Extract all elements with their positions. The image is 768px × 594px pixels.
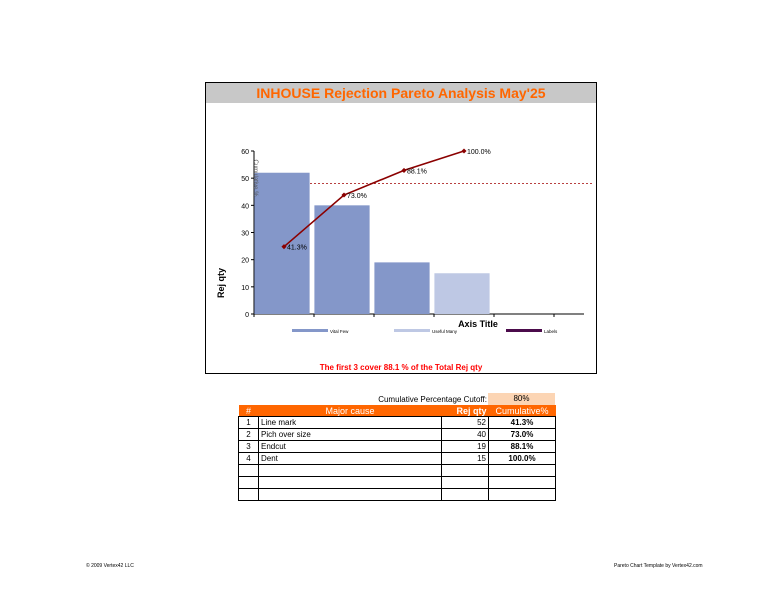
y-tick-label: 30: [241, 231, 249, 238]
table-row: [238, 476, 556, 489]
header-cause: Major cause: [258, 405, 442, 417]
causes-table: # Major cause Rej qty Cumulative% 1 Line …: [238, 405, 556, 501]
bar-4: [434, 273, 490, 314]
row-number[interactable]: 2: [238, 428, 259, 441]
row-qty[interactable]: [441, 476, 489, 489]
cumulative-label: 73.0%: [347, 193, 367, 200]
row-number[interactable]: [238, 476, 259, 489]
cumulative-point: [281, 244, 287, 250]
y-tick-label: 60: [241, 149, 249, 156]
row-qty[interactable]: 40: [441, 428, 489, 441]
table-row: 3 Endcut 19 88.1%: [238, 440, 556, 453]
x-axis-title: Axis Title: [458, 319, 498, 329]
row-number[interactable]: [238, 488, 259, 501]
row-cause[interactable]: Line mark: [258, 416, 442, 429]
legend-label: Vital Few: [330, 329, 349, 334]
y-tick-label: 10: [241, 285, 249, 292]
cutoff-value[interactable]: 80%: [488, 393, 555, 405]
legend-label: Labels: [544, 329, 558, 334]
header-qty: Rej qty: [441, 405, 489, 417]
row-cumulative[interactable]: 41.3%: [488, 416, 556, 429]
row-number[interactable]: 4: [238, 452, 259, 465]
chart-title: INHOUSE Rejection Pareto Analysis May'25: [206, 83, 596, 103]
header-num: #: [238, 405, 259, 417]
row-qty[interactable]: 15: [441, 452, 489, 465]
row-qty[interactable]: [441, 464, 489, 477]
cumulative-label: 88.1%: [407, 168, 427, 175]
row-number[interactable]: 3: [238, 440, 259, 453]
legend-swatch: [506, 329, 542, 332]
legend-swatch: [292, 329, 328, 332]
y-tick-label: 0: [245, 312, 249, 319]
row-cumulative[interactable]: [488, 476, 556, 489]
y-tick-label: 20: [241, 258, 249, 265]
row-cause[interactable]: Dent: [258, 452, 442, 465]
chart-footnote: The first 3 cover 88.1 % of the Total Re…: [319, 363, 483, 372]
cumulative-label: 100.0%: [467, 149, 491, 156]
table-row: 4 Dent 15 100.0%: [238, 452, 556, 465]
footer-credit: Pareto Chart Template by Vertex42.com: [614, 563, 703, 569]
legend-swatch: [394, 329, 430, 332]
bar-1: [254, 172, 310, 314]
row-cause[interactable]: [258, 476, 442, 489]
row-qty[interactable]: 19: [441, 440, 489, 453]
y2-axis-title: Cumulative %: [252, 159, 258, 197]
chart-frame: INHOUSE Rejection Pareto Analysis May'25…: [205, 82, 597, 374]
header-cumulative: Cumulative%: [488, 405, 556, 417]
row-cumulative[interactable]: 88.1%: [488, 440, 556, 453]
row-cumulative[interactable]: 73.0%: [488, 428, 556, 441]
table-row: [238, 488, 556, 501]
table-header-row: # Major cause Rej qty Cumulative%: [238, 405, 556, 417]
table-row: 1 Line mark 52 41.3%: [238, 416, 556, 429]
row-cumulative[interactable]: 100.0%: [488, 452, 556, 465]
pareto-chart: 0 10 20 30 40 50 60 41.3% 73.0% 88.1% 100.0% Rej qt…: [216, 148, 594, 334]
footer-copyright: © 2009 Vertex42 LLC: [86, 563, 134, 569]
table-row: [238, 464, 556, 477]
cumulative-label: 41.3%: [287, 245, 307, 252]
row-cause[interactable]: Endcut: [258, 440, 442, 453]
row-qty[interactable]: 52: [441, 416, 489, 429]
row-cause[interactable]: Pich over size: [258, 428, 442, 441]
row-cumulative[interactable]: [488, 464, 556, 477]
y-tick-label: 40: [241, 203, 249, 210]
bar-3: [374, 262, 430, 314]
cumulative-point: [461, 148, 467, 154]
cutoff-label: Cumulative Percentage Cutoff:: [378, 395, 487, 404]
row-cumulative[interactable]: [488, 488, 556, 501]
cumulative-point: [401, 167, 407, 173]
y-tick-label: 50: [241, 176, 249, 183]
table-row: 2 Pich over size 40 73.0%: [238, 428, 556, 441]
row-number[interactable]: 1: [238, 416, 259, 429]
bar-2: [314, 205, 370, 314]
legend-label: Useful Many: [432, 329, 458, 334]
row-cause[interactable]: [258, 488, 442, 501]
row-cause[interactable]: [258, 464, 442, 477]
cumulative-line: [283, 150, 465, 248]
row-qty[interactable]: [441, 488, 489, 501]
row-number[interactable]: [238, 464, 259, 477]
y-axis-title: Rej qty: [216, 268, 226, 298]
